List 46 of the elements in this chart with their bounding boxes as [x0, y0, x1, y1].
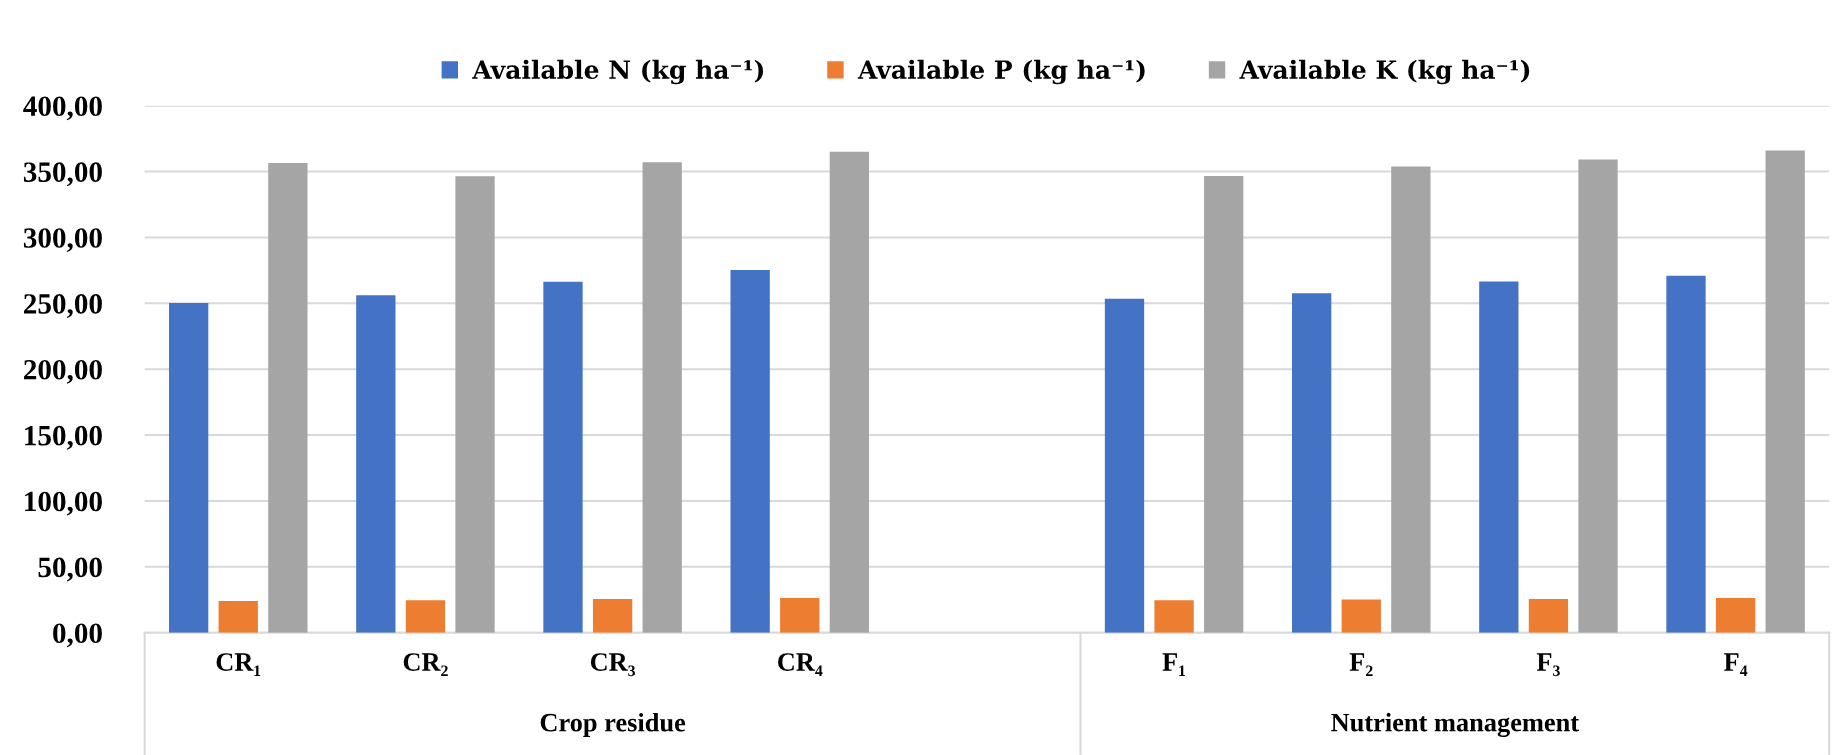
y-tick-label: 100,00	[25, 491, 102, 516]
bar	[455, 176, 495, 633]
bar	[169, 302, 209, 633]
bar	[1765, 150, 1805, 633]
x-tick-label: CR₃	[590, 653, 636, 677]
bar	[543, 281, 583, 633]
y-tick-label: 200,00	[24, 359, 102, 384]
bar	[1391, 166, 1431, 633]
bar	[780, 597, 820, 633]
y-tick-label: 300,00	[23, 228, 102, 253]
x-tick-label: CR₂	[403, 653, 448, 676]
legend-label: Available P (kg ha⁻¹)	[857, 59, 1145, 85]
bar	[218, 600, 258, 633]
bar	[1715, 597, 1756, 633]
bar	[405, 600, 446, 633]
y-tick-label: 150,00	[25, 425, 102, 450]
text: Crop residue	[540, 712, 686, 737]
y-tick-label: 400,00	[23, 96, 102, 121]
bar	[356, 295, 396, 633]
bar	[1104, 298, 1145, 633]
y-tick-label: 350,00	[23, 162, 102, 187]
x-tick-label: F₄	[1724, 653, 1748, 676]
bar	[1578, 159, 1618, 633]
bar	[268, 162, 308, 633]
bar	[1292, 293, 1332, 633]
bar	[1479, 281, 1519, 633]
y-tick-label: 0,00	[53, 623, 102, 648]
y-tick-label: 250,00	[24, 294, 102, 318]
text: Nutrient management	[1331, 712, 1579, 737]
legend-label: Available K (kg ha⁻¹)	[1239, 59, 1530, 85]
bar	[1528, 599, 1569, 633]
bar	[1341, 599, 1381, 633]
bar	[730, 269, 770, 633]
bar	[1154, 600, 1194, 633]
x-tick-label: F₂	[1349, 653, 1373, 676]
bar	[642, 162, 682, 633]
legend-label: Available N (kg ha⁻¹)	[472, 59, 764, 85]
y-tick-label: 50,00	[38, 557, 102, 582]
x-tick-label: CR₄	[778, 653, 823, 676]
x-tick-label: F₃	[1536, 653, 1560, 677]
x-tick-label: CR₁	[216, 653, 261, 676]
bar	[1666, 275, 1706, 633]
bar	[592, 599, 633, 633]
bar	[829, 151, 870, 633]
bar	[1204, 175, 1244, 633]
x-tick-label: F₁	[1162, 653, 1186, 676]
